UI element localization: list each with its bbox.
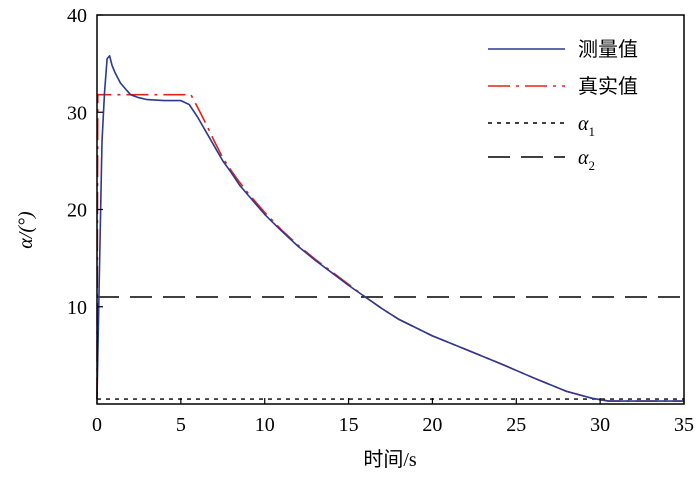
- y-axis: 10 20 30 40: [67, 5, 103, 319]
- legend-item-alpha1: α1: [488, 113, 595, 139]
- y-tick-label-3: 40: [67, 5, 87, 27]
- legend-item-alpha2: α2: [488, 147, 595, 173]
- legend-label-measured: 测量值: [578, 38, 638, 61]
- series-line-0: [96, 54, 684, 402]
- x-tick-label-3: 15: [339, 414, 359, 436]
- x-tick-label-6: 30: [590, 414, 610, 436]
- x-axis-title: 时间/s: [363, 448, 417, 471]
- legend-label-alpha1-subscript: 1: [589, 124, 596, 139]
- plot-lines: [96, 54, 684, 402]
- legend-label-alpha1-symbol: α: [578, 113, 589, 135]
- x-axis: 0 5 10 15 20 25 30 35: [92, 398, 694, 436]
- x-tick-label-2: 10: [255, 414, 275, 436]
- legend-item-measured: 测量值: [488, 38, 638, 61]
- x-tick-label-4: 20: [422, 414, 442, 436]
- legend-label-alpha1: α1: [578, 113, 595, 139]
- x-tick-label-1: 5: [176, 414, 186, 436]
- y-axis-title: α/(°): [15, 211, 37, 249]
- legend-label-alpha2-subscript: 2: [589, 158, 596, 173]
- legend-label-alpha2: α2: [578, 147, 595, 173]
- x-tick-label-0: 0: [92, 414, 102, 436]
- y-tick-label-2: 30: [67, 102, 87, 124]
- y-tick-label-0: 10: [67, 297, 87, 319]
- plot-frame: [96, 14, 685, 405]
- legend: 测量值 真实值 α1 α2: [488, 38, 638, 173]
- y-tick-label-1: 20: [67, 200, 87, 222]
- legend-label-true: 真实值: [578, 75, 638, 98]
- x-tick-label-5: 25: [506, 414, 526, 436]
- series-line-1: [96, 93, 684, 402]
- x-tick-label-7: 35: [674, 414, 694, 436]
- legend-label-alpha2-symbol: α: [578, 147, 589, 169]
- legend-item-true: 真实值: [488, 75, 638, 98]
